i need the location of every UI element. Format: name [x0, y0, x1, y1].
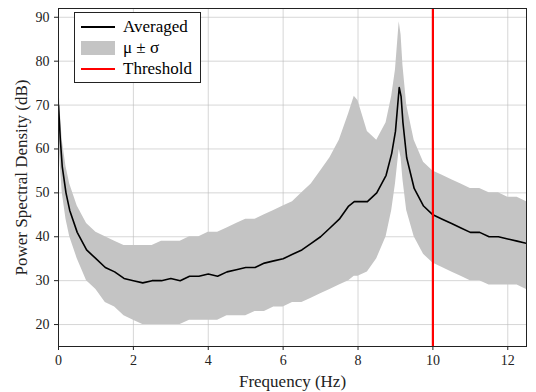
svg-text:Power Spectral Density (dB): Power Spectral Density (dB) — [12, 80, 31, 276]
svg-text:Frequency (Hz): Frequency (Hz) — [239, 372, 346, 391]
svg-text:70: 70 — [36, 98, 50, 113]
svg-text:90: 90 — [36, 10, 50, 25]
svg-text:12: 12 — [501, 353, 515, 368]
svg-text:6: 6 — [280, 353, 287, 368]
svg-text:30: 30 — [36, 273, 50, 288]
html-text:Threshold: Threshold — [123, 59, 192, 78]
svg-text:2: 2 — [130, 353, 137, 368]
svg-text:60: 60 — [36, 141, 50, 156]
svg-text:50: 50 — [36, 185, 50, 200]
svg-text:0: 0 — [55, 353, 62, 368]
svg-text:20: 20 — [36, 317, 50, 332]
html-text:Averaged: Averaged — [123, 17, 188, 36]
svg-text:10: 10 — [426, 353, 440, 368]
svg-text:4: 4 — [205, 353, 212, 368]
svg-text:40: 40 — [36, 229, 50, 244]
svg-text:8: 8 — [355, 353, 362, 368]
html-text:μ ± σ: μ ± σ — [123, 38, 160, 57]
svg-text:80: 80 — [36, 54, 50, 69]
